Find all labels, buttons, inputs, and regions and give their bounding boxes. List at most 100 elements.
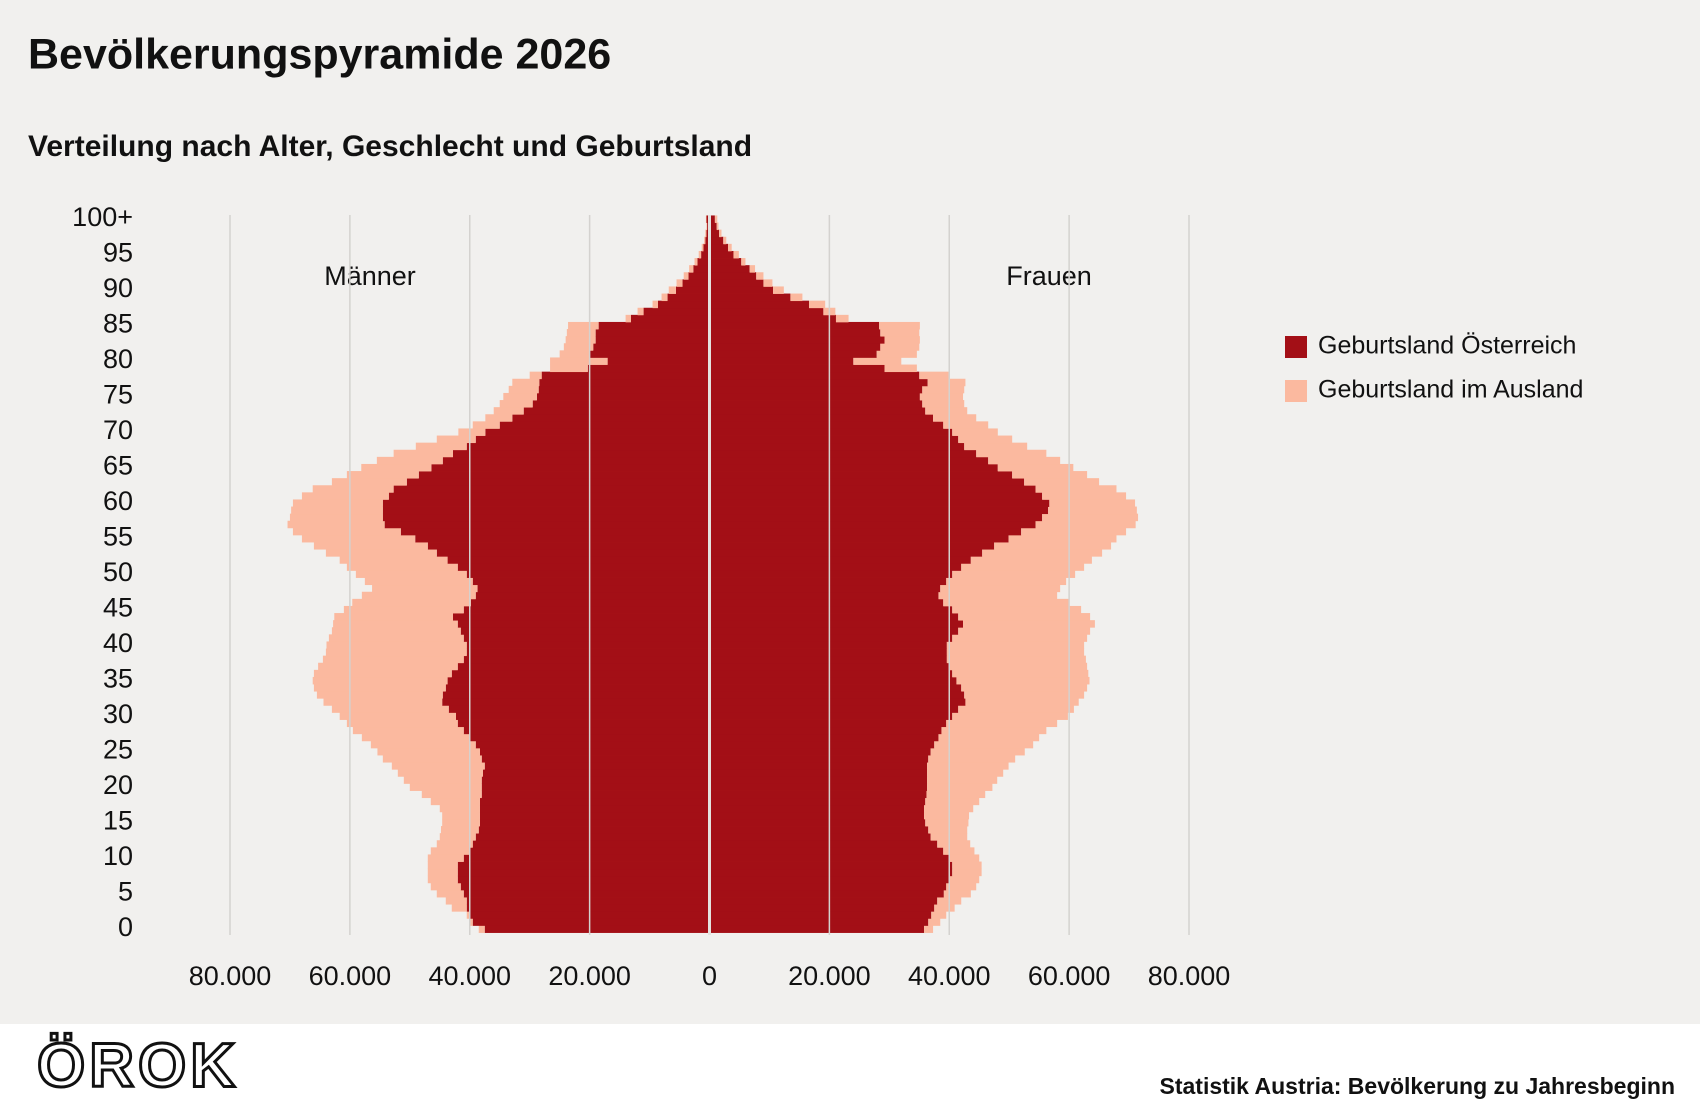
bar [355,570,467,578]
x-tick-label: 60.000 [1028,961,1111,991]
bar [532,400,710,408]
bar [484,762,710,770]
bar [924,925,934,933]
bar [925,797,980,806]
bar [1021,527,1127,536]
y-tick-label: 100+ [72,202,133,232]
legend-swatch [1285,336,1307,358]
bar [709,506,1049,515]
bar [472,840,710,848]
bar [949,854,980,862]
bar [928,755,1016,763]
y-tick-label: 60 [103,486,133,516]
bar [598,321,710,330]
bar [431,463,710,472]
bar [479,818,710,827]
bar [927,762,1009,770]
bar [709,400,923,408]
bar [709,684,962,692]
bar [709,449,977,458]
bar [709,364,885,373]
bar [442,698,710,706]
bar [709,463,998,472]
bar [568,321,599,330]
bar [709,378,928,387]
bar [430,882,461,891]
bar [427,868,458,877]
bar [709,868,953,877]
bar [457,563,710,571]
bar [657,300,710,309]
bar [952,605,1082,614]
bar [466,641,710,649]
bar [835,314,849,323]
bar [512,414,710,422]
bar [1035,520,1136,529]
bar [637,307,644,316]
bar [938,733,1040,742]
bar [943,847,975,855]
bar [675,286,710,294]
bar [709,556,971,564]
bar [652,300,658,309]
bar [928,826,968,834]
bar [924,811,970,820]
bar [709,733,939,742]
bar [709,265,750,273]
bar [352,598,471,607]
group-label: Frauen [1006,261,1092,291]
bar [694,258,698,266]
bar [709,577,947,586]
bar [427,542,710,550]
bar [709,804,925,813]
bar [927,783,993,791]
bar [493,407,524,415]
bar [440,826,479,834]
x-tick-label: 0 [702,961,717,991]
bar [958,435,1013,444]
bar [709,584,941,593]
bar [1024,478,1100,486]
bar [328,634,464,642]
bar [709,336,885,344]
bar [466,648,710,657]
bar [452,613,710,621]
bar [925,818,969,827]
bar [388,492,710,500]
bar [709,797,926,806]
bar [457,875,710,884]
logo: ÖROK [37,1031,239,1100]
bar [322,655,464,664]
bar [427,875,458,884]
bar [346,563,458,571]
bar [478,925,485,933]
chart-subtitle: Verteilung nach Alter, Geschlecht und Ge… [28,130,752,163]
y-tick-label: 5 [118,877,133,907]
bar [701,250,710,259]
bar [475,435,710,444]
bar [339,556,448,564]
bar [455,712,710,720]
bar [607,357,710,365]
bar [698,250,702,259]
bar [709,385,923,394]
bar [709,421,944,429]
x-tick-label: 40.000 [428,961,511,991]
bar [541,371,710,380]
bar [339,712,456,720]
bar [704,236,706,245]
bar [808,300,826,309]
legend-label: Geburtsland im Ausland [1318,376,1583,404]
bar [949,662,1088,671]
bar [709,456,989,465]
bar [301,492,389,500]
bar [709,755,929,763]
bar [958,613,1091,621]
source: Statistik Austria: Bevölkerung zu Jahres… [1160,1073,1676,1099]
bar [447,676,710,685]
bar [481,783,710,791]
bar [709,321,880,330]
bar [709,435,959,444]
bar [709,634,953,642]
bar [709,300,809,309]
